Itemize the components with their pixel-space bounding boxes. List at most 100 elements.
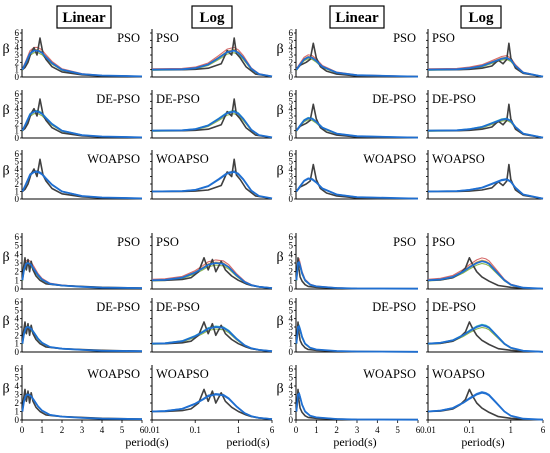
fit-spectrum-line <box>151 110 273 139</box>
y-axis-label: β <box>2 314 9 329</box>
y-tick-label: 4 <box>15 314 20 324</box>
x-tick-label: 0.01 <box>144 425 160 435</box>
panel-title: PSO <box>156 31 179 45</box>
y-tick-label: 2 <box>289 57 294 67</box>
y-axis-label: β <box>2 42 9 57</box>
y-axis-label: β <box>276 103 283 118</box>
panel-r3-c2: WOAPSO <box>150 150 273 200</box>
target-spectrum-line <box>152 256 273 289</box>
panel-title: WOAPSO <box>156 152 209 166</box>
y-tick-label: 4 <box>289 381 294 391</box>
x-tick-label: 0 <box>20 425 25 435</box>
panel-r4-c2: PSO <box>150 233 273 290</box>
target-spectrum-line <box>152 388 273 420</box>
fit-spread-line <box>21 170 143 199</box>
target-spectrum-line <box>152 37 273 78</box>
fit-spread-line <box>151 328 273 352</box>
panel-title: DE-PSO <box>432 300 476 314</box>
header-label: Linear <box>335 10 379 26</box>
x-tick-label: 0.1 <box>464 425 475 435</box>
fit-spread-line <box>21 259 143 289</box>
y-tick-label: 2 <box>289 267 294 277</box>
y-tick-label: 0 <box>289 133 294 143</box>
panel-title: PSO <box>156 235 179 249</box>
y-tick-label: 5 <box>289 373 294 383</box>
y-tick-label: 5 <box>15 157 20 167</box>
panel-r1-c2: PSO <box>150 29 273 78</box>
y-axis-label: β <box>2 250 9 265</box>
panel-title: PSO <box>393 235 416 249</box>
target-spectrum-line <box>152 158 273 200</box>
header-label: Log <box>199 10 225 26</box>
fit-spread-line <box>295 324 419 353</box>
target-spectrum-line <box>295 256 419 290</box>
y-tick-label: 2 <box>289 179 294 189</box>
y-tick-label: 3 <box>15 172 20 182</box>
panel-r4-c4: PSO <box>426 233 544 290</box>
y-tick-label: 3 <box>15 258 20 268</box>
y-tick-label: 3 <box>289 111 294 121</box>
target-spectrum-line <box>428 163 544 200</box>
x-tick-label: 1 <box>40 425 45 435</box>
y-tick-label: 2 <box>289 330 294 340</box>
panel-r5-c2: DE-PSO <box>150 298 273 353</box>
y-tick-label: 1 <box>15 275 20 285</box>
y-tick-label: 3 <box>289 258 294 268</box>
x-tick-label: 1 <box>314 425 319 435</box>
y-tick-label: 5 <box>15 35 20 45</box>
fit-spectrum-line <box>295 117 419 139</box>
fit-spectrum-line <box>427 178 544 200</box>
target-spectrum-line <box>21 388 143 420</box>
fit-spread-line <box>151 392 273 420</box>
y-tick-label: 3 <box>15 390 20 400</box>
y-tick-label: 1 <box>15 126 20 136</box>
x-axis-label-2: period(s) <box>226 435 269 449</box>
y-tick-label: 6 <box>15 149 20 159</box>
fit-spectrum-line <box>295 325 419 353</box>
header-box <box>460 5 502 29</box>
x-tick-label: 1 <box>509 425 514 435</box>
header-label: Linear <box>62 10 106 26</box>
y-tick-label: 1 <box>15 407 20 417</box>
y-tick-label: 5 <box>15 373 20 383</box>
panel-r3-c4: WOAPSO <box>426 150 544 200</box>
y-tick-label: 0 <box>289 415 294 425</box>
fit-spectrum-line <box>427 391 544 421</box>
x-tick-label: 6 <box>541 425 546 435</box>
x-tick-label: 4 <box>100 425 105 435</box>
y-tick-label: 1 <box>289 339 294 349</box>
header-label: Log <box>468 10 494 26</box>
panel-title: WOAPSO <box>87 152 140 166</box>
y-tick-label: 6 <box>15 89 20 99</box>
y-tick-label: 0 <box>15 194 20 204</box>
x-tick-label: 1 <box>236 425 241 435</box>
y-tick-label: 2 <box>289 398 294 408</box>
x-axis-label-4: period(s) <box>461 435 504 449</box>
fit-spectrum-line <box>21 262 143 289</box>
y-axis-label: β <box>276 382 283 397</box>
fit-spread-line <box>21 325 143 352</box>
y-axis-label: β <box>276 42 283 57</box>
y-tick-label: 5 <box>289 35 294 45</box>
y-tick-label: 2 <box>15 267 20 277</box>
y-tick-label: 1 <box>15 65 20 75</box>
fit-spread-line <box>295 119 419 139</box>
y-tick-label: 0 <box>289 194 294 204</box>
y-tick-label: 2 <box>15 179 20 189</box>
target-spectrum-line <box>152 98 273 139</box>
y-tick-label: 5 <box>289 96 294 106</box>
y-tick-label: 2 <box>15 330 20 340</box>
y-tick-label: 5 <box>289 157 294 167</box>
y-tick-label: 0 <box>15 133 20 143</box>
y-tick-label: 5 <box>15 96 20 106</box>
panel-title: DE-PSO <box>372 300 416 314</box>
panel-title: WOAPSO <box>432 367 485 381</box>
y-tick-label: 6 <box>15 232 20 242</box>
panel-title: DE-PSO <box>372 92 416 106</box>
target-spectrum-line <box>21 98 143 139</box>
